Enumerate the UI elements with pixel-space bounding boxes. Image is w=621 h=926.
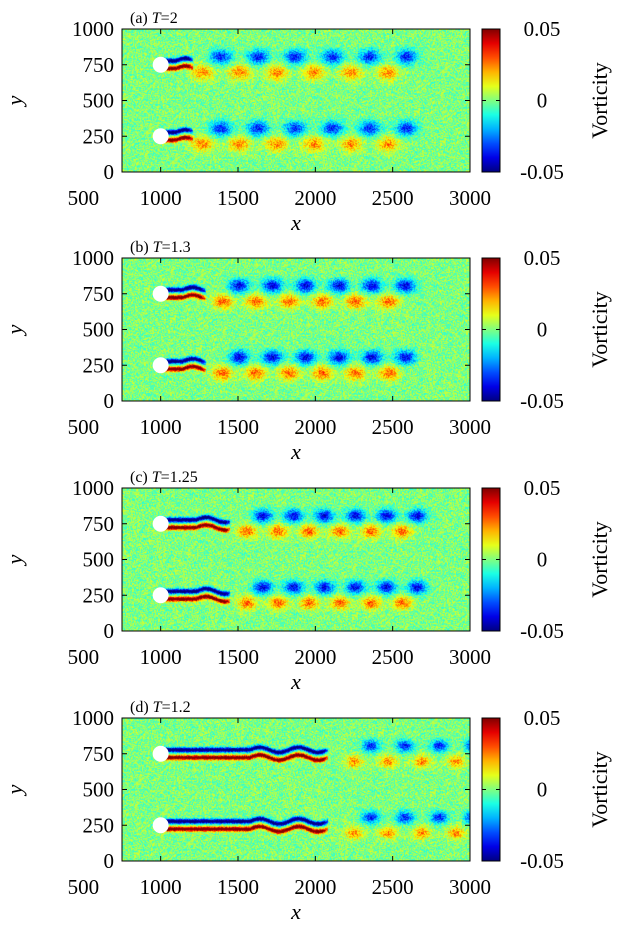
obstacle-2 [152,357,169,374]
panel-4: 500 1000 1500 2000 2500 3000 x 0 250 500 750 1000 y (… [2,699,612,924]
x-axis-label: x [290,439,301,464]
y-tick-label: 0 [104,389,115,413]
panel-2: 500 1000 1500 2000 2500 3000 x 0 250 500 750 1000 y (… [2,239,612,464]
colorbar-label: Vorticity [587,521,612,598]
colorbar-tick-label: 0.05 [524,246,561,270]
colorbar-label: Vorticity [587,751,612,828]
colorbar-label: Vorticity [587,62,612,139]
colorbar-label: Vorticity [587,291,612,368]
x-tick-label: 2500 [372,645,414,669]
panel-title: (a) T=2 [130,10,178,27]
colorbar-tick-label: 0 [537,89,548,113]
x-tick-label: 1000 [140,645,182,669]
x-tick-label: 3000 [449,645,491,669]
y-tick-label: 1000 [72,17,114,41]
y-tick-label: 1000 [72,476,114,500]
y-axis-label: y [2,324,27,336]
y-tick-label: 750 [83,742,115,766]
y-axis-label: y [2,784,27,796]
vorticity-heatmap [122,718,470,861]
y-tick-label: 250 [83,353,115,377]
x-tick-label: 1000 [140,415,182,439]
colorbar-tick-label: 0 [537,318,548,342]
vorticity-heatmap [122,488,470,631]
x-tick-label: 2500 [372,875,414,899]
x-tick-label: 2500 [372,186,414,210]
panel-1: 500 1000 1500 2000 2500 3000 x 0 250 500 750 1000 y (… [2,10,612,235]
x-tick-label: 500 [68,415,100,439]
x-tick-label: 2000 [294,875,336,899]
x-tick-label: 3000 [449,415,491,439]
colorbar-tick-label: 0.05 [524,17,561,41]
y-tick-label: 500 [83,778,115,802]
x-tick-label: 2000 [294,645,336,669]
y-tick-label: 0 [104,849,115,873]
colorbar-tick-label: 0.05 [524,476,561,500]
y-axis-label: y [2,554,27,566]
x-axis-label: x [290,669,301,694]
colorbar-tick-label: -0.05 [520,619,564,643]
vorticity-heatmap [122,258,470,401]
panel-3: 500 1000 1500 2000 2500 3000 x 0 250 500 750 1000 y (… [2,469,612,694]
x-tick-label: 1500 [217,186,259,210]
x-tick-label: 1000 [140,875,182,899]
y-tick-label: 750 [83,53,115,77]
y-tick-label: 250 [83,124,115,148]
obstacle-2 [152,128,169,145]
x-tick-label: 500 [68,186,100,210]
x-tick-label: 2000 [294,186,336,210]
y-tick-label: 500 [83,318,115,342]
y-tick-label: 250 [83,813,115,837]
vorticity-heatmap [122,29,470,172]
obstacle-1 [152,285,169,302]
obstacle-1 [152,515,169,532]
x-tick-label: 2000 [294,415,336,439]
x-tick-label: 500 [68,875,100,899]
panel-title: (b) T=1.3 [130,239,191,256]
y-tick-label: 750 [83,282,115,306]
y-tick-label: 500 [83,548,115,572]
x-tick-label: 3000 [449,186,491,210]
y-axis-label: y [2,95,27,107]
x-tick-label: 500 [68,645,100,669]
panel-title: (d) T=1.2 [130,699,191,716]
colorbar-tick-label: -0.05 [520,849,564,873]
y-tick-label: 750 [83,512,115,536]
y-tick-label: 0 [104,160,115,184]
colorbar-tick-label: -0.05 [520,389,564,413]
x-tick-label: 1000 [140,186,182,210]
x-tick-label: 2500 [372,415,414,439]
x-tick-label: 1500 [217,645,259,669]
colorbar-tick-label: 0 [537,548,548,572]
y-tick-label: 1000 [72,246,114,270]
obstacle-1 [152,56,169,73]
y-tick-label: 1000 [72,706,114,730]
panel-title: (c) T=1.25 [130,469,198,486]
obstacle-1 [152,745,169,762]
colorbar-tick-label: -0.05 [520,160,564,184]
colorbar-tick-label: 0 [537,778,548,802]
x-axis-label: x [290,899,301,924]
x-tick-label: 3000 [449,875,491,899]
obstacle-2 [152,817,169,834]
colorbar-tick-label: 0.05 [524,706,561,730]
x-axis-label: x [290,210,301,235]
y-tick-label: 250 [83,583,115,607]
y-tick-label: 0 [104,619,115,643]
obstacle-2 [152,587,169,604]
y-tick-label: 500 [83,89,115,113]
x-tick-label: 1500 [217,875,259,899]
x-tick-label: 1500 [217,415,259,439]
